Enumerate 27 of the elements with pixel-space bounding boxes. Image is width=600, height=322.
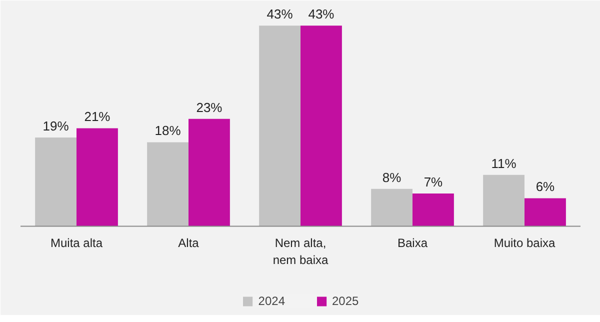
- bar: [524, 198, 566, 226]
- data-label: 19%: [42, 118, 70, 134]
- bar: [300, 26, 342, 226]
- data-label: 7%: [424, 174, 444, 190]
- bar: [35, 138, 76, 226]
- data-label: 43%: [308, 6, 335, 22]
- data-label: 18%: [154, 123, 182, 138]
- bar: [371, 188, 412, 226]
- data-label: 6%: [536, 179, 556, 194]
- x-tick-label: Muito baixa: [494, 236, 556, 250]
- data-label: 8%: [382, 170, 402, 185]
- bar: [259, 26, 300, 226]
- data-label: 21%: [84, 109, 111, 124]
- bar: [76, 128, 118, 226]
- data-label: 11%: [491, 156, 517, 171]
- x-tick-label: Baixa: [397, 236, 428, 250]
- data-label: 23%: [196, 100, 223, 115]
- bar: [412, 194, 454, 226]
- x-tick-label: Muita alta: [50, 236, 103, 250]
- bar: [147, 142, 188, 226]
- x-tick-label: Nem alta, nem baixa: [272, 236, 329, 268]
- bar: [483, 174, 524, 226]
- legend-label: 2024: [258, 294, 285, 308]
- x-tick-label: Alta: [178, 236, 200, 250]
- data-label: 43%: [266, 6, 294, 22]
- bar: [188, 118, 230, 226]
- legend-label: 2025: [332, 294, 359, 308]
